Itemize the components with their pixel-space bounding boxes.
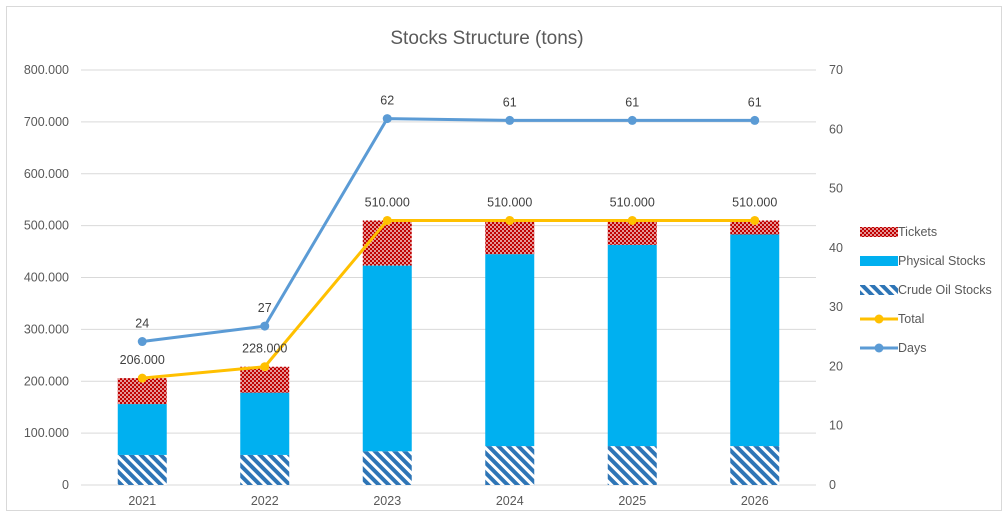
bar-tickets bbox=[730, 220, 780, 235]
x-tick-label: 2022 bbox=[251, 494, 279, 508]
bar-crude-oil-stocks bbox=[240, 454, 290, 485]
point-days bbox=[627, 115, 637, 125]
data-label-days: 61 bbox=[748, 95, 762, 109]
legend: Tickets Physical Stocks Crude Oil Stocks To… bbox=[860, 225, 992, 355]
y-right-tick-label: 70 bbox=[829, 63, 843, 77]
legend-label-total: Total bbox=[898, 312, 924, 326]
legend-marker-days bbox=[874, 343, 884, 353]
legend-label-tickets: Tickets bbox=[898, 225, 937, 239]
data-label-total: 510.000 bbox=[732, 195, 777, 209]
data-labels: 206.000 228.000 510.000 510.000 510.000 510.0… bbox=[120, 94, 778, 368]
bar-tickets bbox=[485, 220, 535, 255]
data-label-total: 510.000 bbox=[487, 195, 532, 209]
point-total bbox=[260, 362, 270, 372]
bar-crude-oil-stocks bbox=[730, 446, 780, 485]
data-label-total: 206.000 bbox=[120, 353, 165, 367]
y-right-tick-label: 60 bbox=[829, 122, 843, 136]
y-left-tick-label: 800.000 bbox=[24, 63, 69, 77]
bar-crude-oil-stocks bbox=[607, 446, 657, 485]
legend-label-days: Days bbox=[898, 341, 926, 355]
y-left-tick-label: 400.000 bbox=[24, 271, 69, 285]
y-left-tick-label: 600.000 bbox=[24, 167, 69, 181]
x-tick-label: 2025 bbox=[618, 494, 646, 508]
legend-swatch-crude-oil-stocks bbox=[860, 285, 898, 295]
data-label-total: 510.000 bbox=[365, 195, 410, 209]
point-days bbox=[750, 115, 760, 125]
point-days bbox=[505, 115, 515, 125]
data-label-days: 27 bbox=[258, 301, 272, 315]
x-tick-label: 2024 bbox=[496, 494, 524, 508]
bar-physical-stocks bbox=[607, 244, 657, 447]
y-right-tick-label: 40 bbox=[829, 241, 843, 255]
y-right-tick-label: 50 bbox=[829, 182, 843, 196]
bar-physical-stocks bbox=[240, 392, 290, 455]
y-left-tick-label: 700.000 bbox=[24, 115, 69, 129]
point-days bbox=[137, 337, 147, 347]
y-left-tick-label: 100.000 bbox=[24, 426, 69, 440]
bar-tickets bbox=[362, 220, 412, 266]
point-total bbox=[505, 215, 515, 225]
point-total bbox=[382, 215, 392, 225]
series-lines bbox=[137, 114, 760, 383]
bar-crude-oil-stocks bbox=[117, 454, 167, 485]
point-total bbox=[750, 215, 760, 225]
y-left-tick-label: 0 bbox=[62, 478, 69, 492]
point-total bbox=[627, 215, 637, 225]
x-tick-label: 2021 bbox=[128, 494, 156, 508]
y-right-tick-label: 20 bbox=[829, 359, 843, 373]
legend-label-crude-oil-stocks: Crude Oil Stocks bbox=[898, 283, 992, 297]
line-total bbox=[142, 218, 755, 380]
gridlines bbox=[81, 69, 816, 486]
bar-physical-stocks bbox=[485, 254, 535, 447]
y-right-tick-label: 30 bbox=[829, 300, 843, 314]
y-left-tick-label: 200.000 bbox=[24, 374, 69, 388]
data-label-days: 24 bbox=[135, 317, 149, 331]
data-label-total: 510.000 bbox=[610, 195, 655, 209]
x-tick-label: 2026 bbox=[741, 494, 769, 508]
y-right-tick-label: 10 bbox=[829, 419, 843, 433]
bar-crude-oil-stocks bbox=[485, 446, 535, 485]
legend-swatch-tickets bbox=[860, 227, 898, 237]
bar-physical-stocks bbox=[362, 265, 412, 452]
legend-marker-total bbox=[874, 314, 884, 324]
y-left-tick-label: 300.000 bbox=[24, 322, 69, 336]
data-label-days: 62 bbox=[380, 94, 394, 108]
point-days bbox=[260, 321, 270, 331]
y-left-tick-label: 500.000 bbox=[24, 219, 69, 233]
bar-physical-stocks bbox=[730, 234, 780, 447]
bar-crude-oil-stocks bbox=[362, 451, 412, 485]
bar-physical-stocks bbox=[117, 404, 167, 455]
legend-swatch-physical-stocks bbox=[860, 256, 898, 266]
chart-title: Stocks Structure (tons) bbox=[390, 28, 583, 49]
point-total bbox=[137, 373, 147, 383]
point-days bbox=[382, 114, 392, 124]
data-label-days: 61 bbox=[503, 95, 517, 109]
data-label-days: 61 bbox=[625, 95, 639, 109]
axes: 0 100.000 200.000 300.000 400.000 500.000 600.… bbox=[24, 63, 843, 508]
line-days bbox=[142, 117, 755, 344]
y-right-tick-label: 0 bbox=[829, 478, 836, 492]
x-tick-label: 2023 bbox=[373, 494, 401, 508]
legend-label-physical-stocks: Physical Stocks bbox=[898, 254, 986, 268]
bars bbox=[117, 220, 780, 485]
data-label-total: 228.000 bbox=[242, 342, 287, 356]
